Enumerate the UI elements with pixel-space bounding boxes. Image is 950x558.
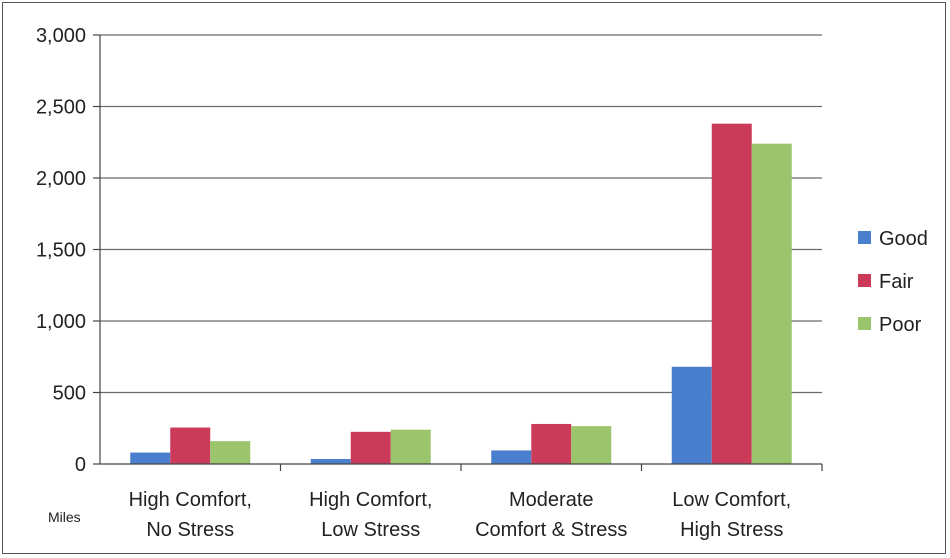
y-tick-label: 2,000 [36, 168, 86, 190]
y-tick-label: 2,500 [36, 97, 86, 119]
bar-poor [210, 441, 251, 464]
y-tick-label: 0 [75, 454, 86, 476]
bar-poor [571, 426, 612, 464]
category-label: High Comfort, No Stress [129, 489, 252, 541]
legend: Good Fair Poor [858, 228, 928, 336]
bar-fair [531, 423, 572, 464]
legend-swatch-fair [858, 274, 871, 287]
bar-good [491, 450, 532, 464]
legend-label-fair: Fair [879, 271, 914, 293]
bar-poor [751, 143, 792, 464]
bar-good [671, 366, 712, 464]
legend-swatch-good [858, 231, 871, 244]
y-tick-label: 500 [53, 383, 86, 405]
legend-swatch-poor [858, 317, 871, 330]
bar-fair [350, 431, 391, 464]
y-tick-label: 3,000 [36, 25, 86, 47]
legend-label-poor: Poor [879, 314, 922, 336]
unit-label: Miles [48, 509, 81, 525]
y-tick-labels: 0 500 1,000 1,500 2,000 2,500 3,000 [36, 25, 86, 476]
axes [93, 34, 823, 471]
bar-fair [711, 123, 752, 464]
bar-good [310, 458, 351, 464]
category-label: Low Comfort, High Stress [672, 489, 791, 541]
bar-poor [390, 429, 431, 464]
y-tick-label: 1,500 [36, 240, 86, 262]
bar-good [130, 452, 171, 464]
y-tick-label: 1,000 [36, 311, 86, 333]
category-labels: High Comfort, No Stress High Comfort, Low S… [129, 489, 792, 541]
category-label: Moderate Comfort & Stress [475, 489, 627, 541]
legend-label-good: Good [879, 228, 928, 250]
bar-fair [170, 427, 211, 464]
category-label: High Comfort, Low Stress [309, 489, 432, 541]
bars [130, 123, 792, 464]
